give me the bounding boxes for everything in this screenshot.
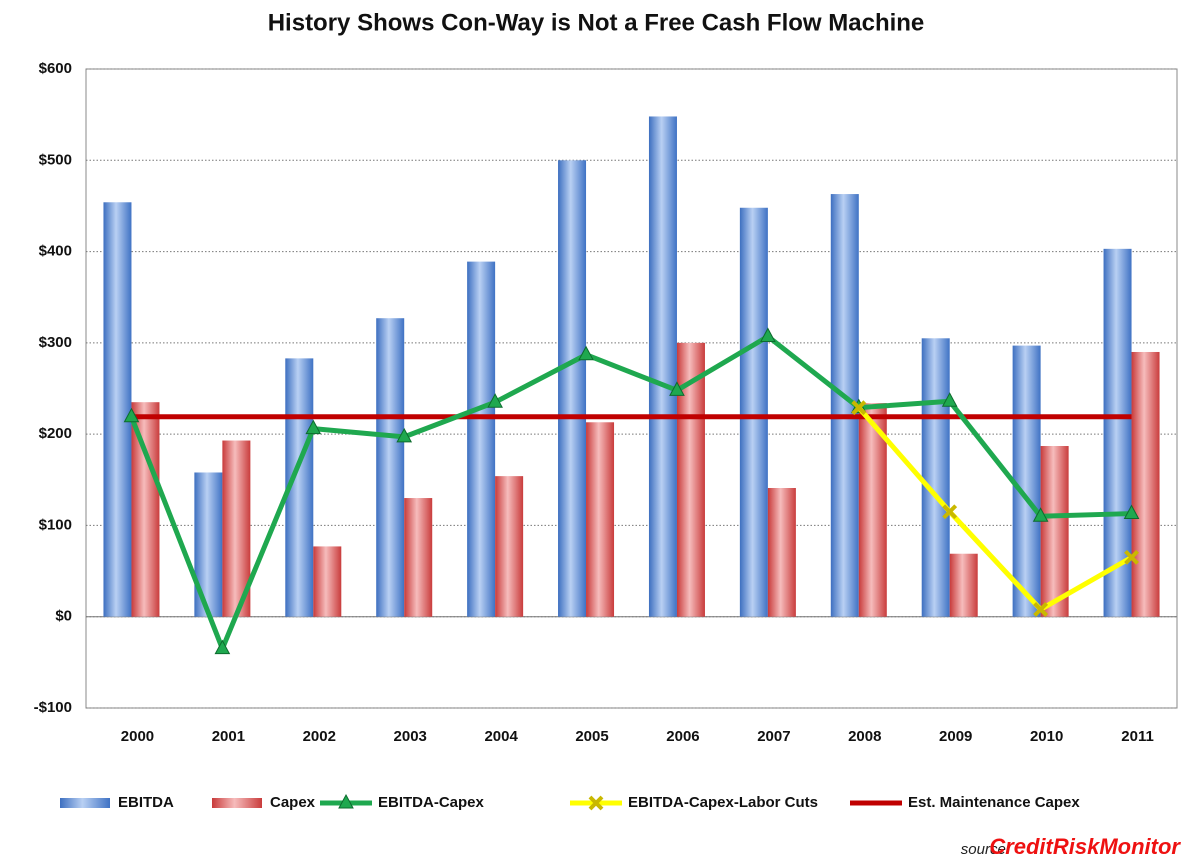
bar <box>103 202 132 617</box>
line-marker <box>851 400 867 416</box>
line-marker <box>1032 507 1049 522</box>
line-marker <box>1124 549 1139 565</box>
legend-label: EBITDA-Capex <box>378 794 485 811</box>
line-marker <box>941 392 958 407</box>
line-marker <box>487 393 503 408</box>
y-tick-label: $200 <box>39 425 72 442</box>
legend-label: EBITDA-Capex-Labor Cuts <box>628 794 818 811</box>
bar <box>586 422 615 617</box>
line-marker <box>669 381 685 396</box>
line-marker <box>578 345 594 361</box>
series-line <box>129 333 1132 652</box>
line-marker <box>588 795 604 811</box>
bar <box>921 338 950 617</box>
x-tick-label: 2004 <box>484 728 518 745</box>
bar <box>376 318 405 617</box>
y-tick-label: $500 <box>39 151 72 168</box>
legend-swatch <box>212 798 262 808</box>
x-tick-label: 2000 <box>121 728 154 745</box>
line-marker <box>123 407 140 423</box>
bar <box>1131 351 1160 617</box>
chart-title: History Shows Con-Way is Not a Free Cash… <box>268 9 925 36</box>
y-tick-label: -$100 <box>34 699 72 716</box>
bar <box>739 207 768 617</box>
bar <box>767 488 796 617</box>
line-marker <box>942 504 958 520</box>
x-tick-label: 2005 <box>575 728 608 745</box>
line-marker <box>396 427 413 443</box>
bar <box>949 553 978 617</box>
x-tick-label: 2008 <box>848 728 881 745</box>
x-tick-label: 2009 <box>939 728 972 745</box>
y-tick-label: $100 <box>39 516 72 533</box>
y-tick-label: $0 <box>55 608 72 625</box>
bar <box>1040 446 1069 617</box>
source-prefix: source: <box>961 841 1010 858</box>
series-line <box>856 406 1133 612</box>
line-marker <box>1123 504 1140 520</box>
legend-label: Capex <box>270 794 316 811</box>
line-marker <box>305 419 322 435</box>
line-marker <box>760 327 776 342</box>
line-marker <box>1033 601 1049 617</box>
x-tick-label: 2011 <box>1121 728 1154 745</box>
x-tick-label: 2002 <box>303 728 336 745</box>
x-tick-label: 2010 <box>1030 728 1063 745</box>
y-tick-label: $400 <box>39 243 72 260</box>
source-name: CreditRiskMonitor <box>989 834 1181 859</box>
legend-label: Est. Maintenance Capex <box>908 794 1080 811</box>
legend-swatch <box>60 798 110 808</box>
legend-label: EBITDA <box>118 794 174 811</box>
y-tick-label: $300 <box>39 334 72 351</box>
bar <box>858 403 887 617</box>
plot-area <box>85 68 1178 709</box>
x-tick-label: 2007 <box>757 728 790 745</box>
line-marker <box>338 793 354 809</box>
x-tick-label: 2003 <box>394 728 427 745</box>
bar <box>1012 345 1041 617</box>
line-marker <box>214 639 231 655</box>
bar <box>194 472 223 617</box>
bar <box>404 498 433 617</box>
bar <box>495 476 524 617</box>
y-tick-label: $600 <box>39 60 72 77</box>
bar <box>558 160 587 617</box>
bar <box>131 402 160 617</box>
bar <box>313 546 342 617</box>
x-tick-label: 2001 <box>212 728 245 745</box>
bar <box>648 116 677 617</box>
bar <box>467 261 496 617</box>
x-tick-label: 2006 <box>666 728 699 745</box>
